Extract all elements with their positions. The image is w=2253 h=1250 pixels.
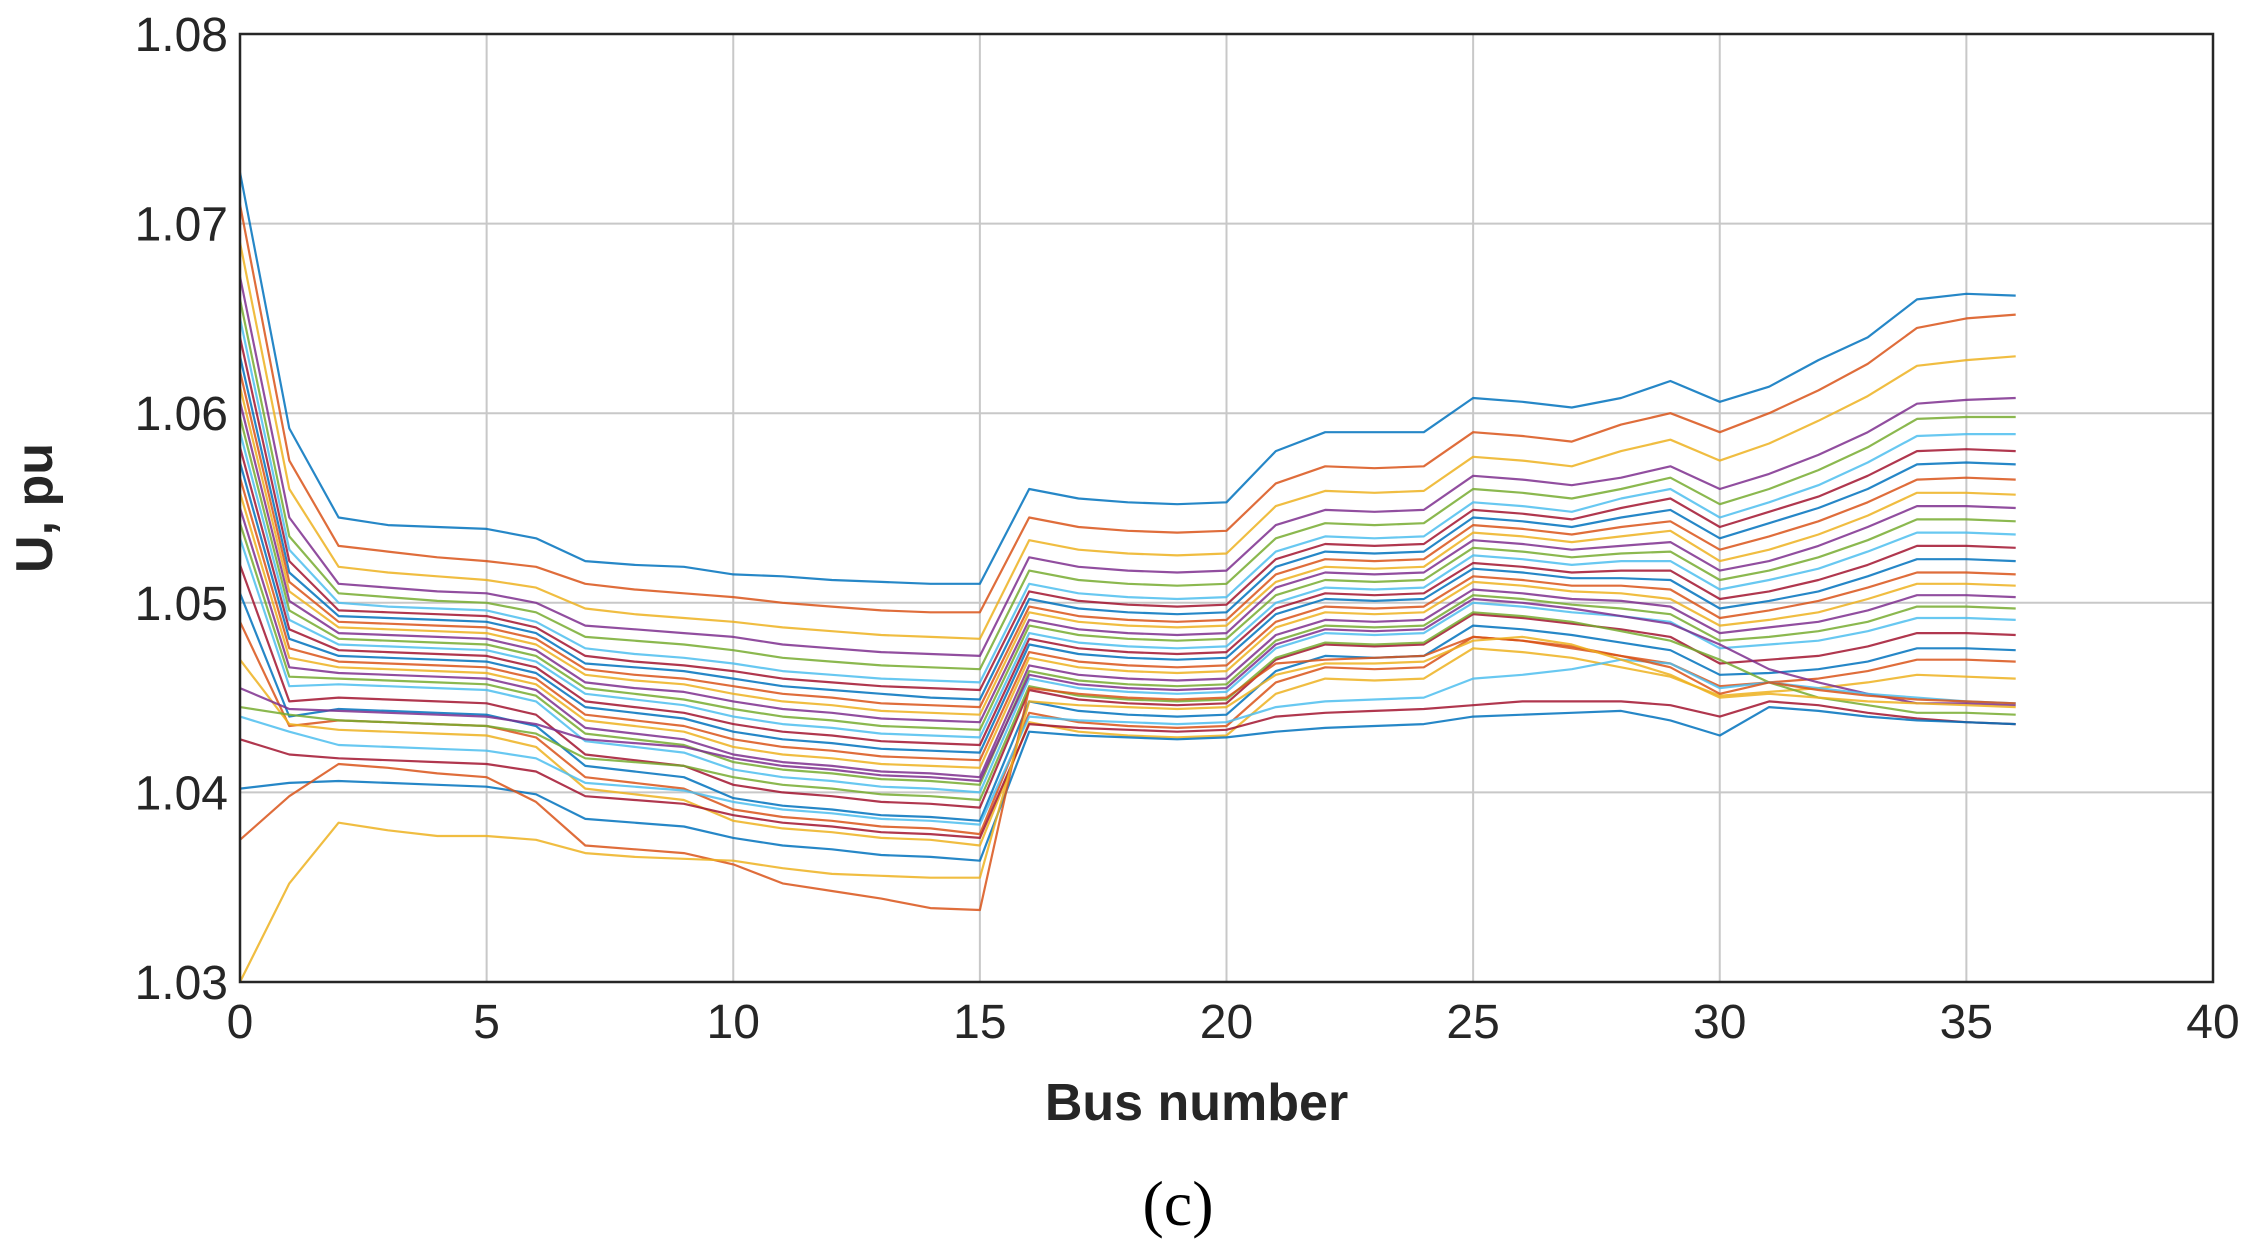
x-tick-label: 5 [473, 996, 500, 1049]
y-tick-label: 1.07 [135, 199, 228, 252]
y-axis-tick-labels: 1.03 1.04 1.05 1.06 1.07 1.08 [135, 9, 228, 1010]
series-line-24 [239, 647, 2016, 847]
series-line-14 [238, 447, 2016, 747]
x-tick-label: 30 [1693, 996, 1746, 1049]
series-line-29 [239, 705, 2016, 862]
series-line-17 [238, 492, 2016, 769]
x-tick-label: 0 [227, 996, 254, 1049]
y-tick-label: 1.08 [135, 9, 228, 62]
series-line-5 [238, 299, 2016, 671]
series-line-20 [238, 537, 2016, 794]
series-line-10 [238, 386, 2016, 716]
series-line-4 [238, 276, 2016, 658]
series-line-19 [238, 522, 2016, 786]
series-line-16 [238, 477, 2016, 762]
series-line-7 [238, 337, 2016, 692]
series-line-1 [238, 172, 2016, 585]
y-tick-label: 1.04 [135, 767, 228, 820]
y-tick-label: 1.06 [135, 388, 228, 441]
series-line-13 [238, 431, 2016, 739]
series-line-26 [239, 611, 2016, 802]
series-line-30 [239, 635, 2016, 912]
series-line-8 [238, 356, 2016, 701]
series-line-15 [238, 462, 2016, 754]
x-tick-label: 25 [1446, 996, 1499, 1049]
y-tick-label: 1.03 [135, 957, 228, 1010]
x-tick-label: 10 [707, 996, 760, 1049]
series-line-3 [238, 242, 2016, 640]
series-line-31 [239, 635, 2016, 983]
series-line-23 [239, 621, 2016, 836]
plot-lines [238, 172, 2016, 983]
x-tick-label: 40 [2186, 996, 2239, 1049]
x-tick-label: 35 [1940, 996, 1993, 1049]
y-axis-title: U, pu [6, 443, 64, 573]
series-line-12 [238, 416, 2016, 731]
plot-area-border [238, 32, 2215, 984]
series-line-11 [238, 401, 2016, 724]
series-line-27 [239, 658, 2016, 826]
series-line-25 [239, 597, 2016, 783]
x-tick-label: 20 [1200, 996, 1253, 1049]
series-line-9 [238, 371, 2016, 709]
panel-label: (c) [1142, 1168, 1213, 1239]
series-line-18 [238, 507, 2016, 779]
y-tick-label: 1.05 [135, 578, 228, 631]
series-line-22 [238, 592, 2016, 822]
series-line-6 [238, 318, 2016, 684]
series-line-21 [238, 564, 2016, 809]
x-axis-tick-labels: 0 5 10 15 20 25 30 35 40 [227, 996, 2240, 1049]
series-line-2 [238, 204, 2016, 614]
series-line-28 [239, 700, 2016, 840]
x-tick-label: 15 [953, 996, 1006, 1049]
x-axis-title: Bus number [1045, 1074, 1348, 1132]
